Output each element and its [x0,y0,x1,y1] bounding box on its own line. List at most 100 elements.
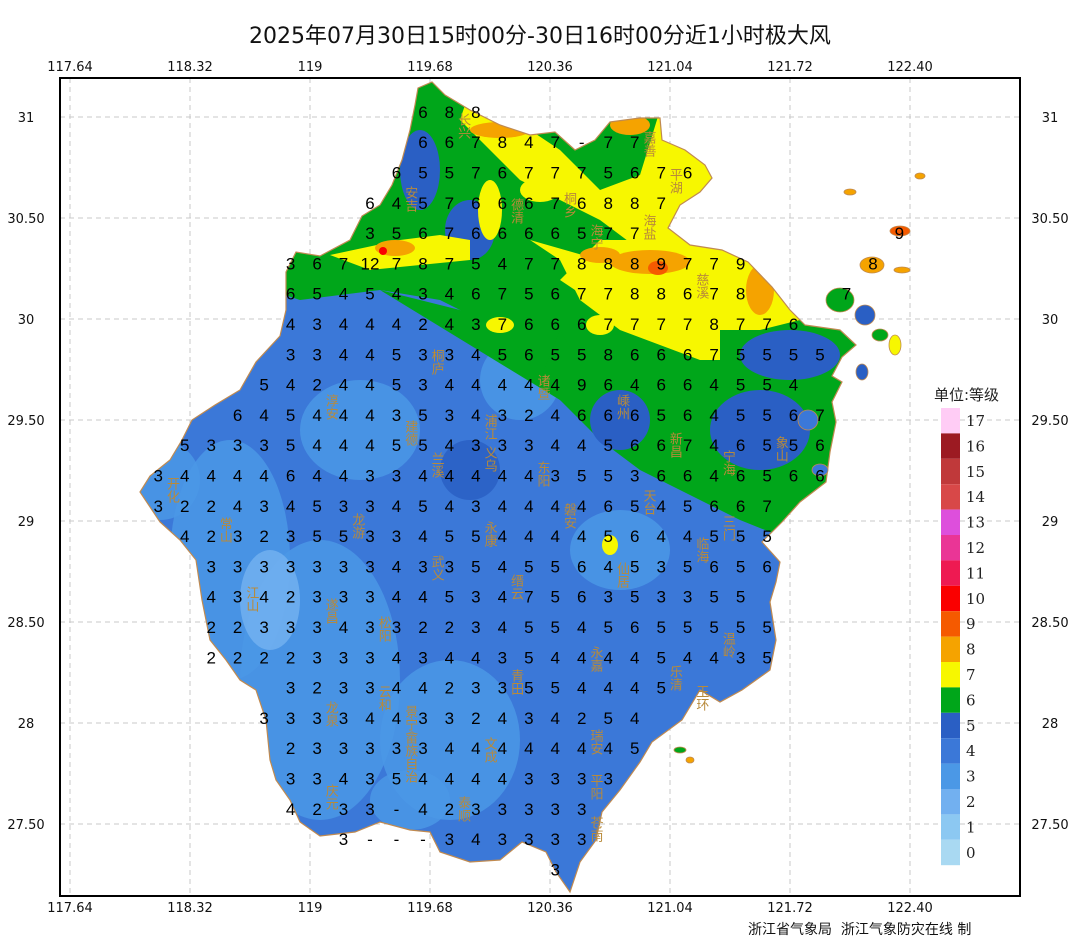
legend-label-16: 16 [966,437,985,455]
station-value: 3 [498,436,507,455]
wind-level-8-patch [746,265,774,315]
station-value: 4 [471,376,480,395]
station-value: 3 [365,618,374,637]
station-value: 4 [339,345,348,364]
station-value: 4 [365,406,374,425]
station-value: 4 [286,315,295,334]
zhejiang-land [139,81,857,894]
station-value: 6 [736,497,745,516]
station-value: 4 [789,376,798,395]
legend-swatch-7 [941,662,960,688]
station-value: 3 [312,770,321,789]
station-value: 2 [206,497,215,516]
station-value: 5 [762,345,771,364]
station-value: 3 [418,285,427,304]
station-value: 4 [471,648,480,667]
station-value: 3 [498,406,507,425]
legend-label-3: 3 [966,768,976,786]
station-value: 2 [312,679,321,698]
legend-label-7: 7 [966,666,976,684]
station-value: 3 [339,709,348,728]
station-value: 5 [604,527,613,546]
station-value: 4 [445,467,454,486]
station-value: 4 [524,739,533,758]
lon-tick-label-bottom: 122.40 [887,901,933,916]
lat-tick-label-right: 31 [1042,111,1059,126]
legend-swatch-17 [941,408,960,434]
station-value: 4 [498,467,507,486]
station-value: 6 [312,254,321,273]
lon-tick-label-top: 119 [298,60,323,75]
station-row: 3 6 7 12 7 8 7 5 4 7 7 8 8 8 9 7 7 9 [286,254,745,273]
station-value: 4 [604,557,613,576]
station-value: 4 [630,648,639,667]
lon-tick-label-top: 121.04 [647,60,693,75]
station-value: 4 [418,770,427,789]
station-value: 4 [709,436,718,455]
station-value: 3 [286,254,295,273]
lon-tick-label-top: 119.68 [407,60,453,75]
station-row: 9 [895,224,904,243]
station-value: 3 [445,830,454,849]
station-value: 3 [312,315,321,334]
station-value: 4 [498,770,507,789]
station-value: 4 [630,376,639,395]
station-value: 6 [471,285,480,304]
station-value: 5 [736,345,745,364]
station-value: 4 [551,376,560,395]
coastline [139,81,857,894]
station-value: 6 [524,345,533,364]
station-value: 7 [604,133,613,152]
station-value: 4 [498,618,507,637]
station-value: 3 [233,557,242,576]
station-value: 5 [656,618,665,637]
station-value: 5 [471,527,480,546]
station-value: 3 [365,557,374,576]
island [893,266,911,274]
station-value: 3 [471,618,480,637]
station-value: 5 [630,557,639,576]
station-value: 3 [259,709,268,728]
station-value: 5 [551,618,560,637]
station-value: 5 [180,436,189,455]
station-value: 5 [683,618,692,637]
station-value: 3 [365,588,374,607]
station-value: 4 [577,648,586,667]
station-value: 6 [524,315,533,334]
station-value: 3 [339,800,348,819]
station-value: 7 [392,254,401,273]
station-value: 3 [471,800,480,819]
station-missing-mark: - [394,800,400,819]
legend-swatch-11 [941,560,960,586]
station-value: 6 [789,467,798,486]
station-value: 6 [604,497,613,516]
station-value: 4 [551,497,560,516]
wind-level-patch [570,510,670,590]
station-value: 12 [361,254,380,273]
station-value: 6 [656,345,665,364]
station-value: 5 [418,497,427,516]
station-value: 8 [498,133,507,152]
wind-level-9-patch [648,261,668,275]
legend-label-17: 17 [966,412,985,430]
station-value: 6 [604,406,613,425]
lat-tick-label-right: 30 [1042,313,1059,328]
station-value: 6 [498,194,507,213]
station-value: 9 [577,376,586,395]
lat-tick-label-left: 30 [18,313,35,328]
station-value: 3 [445,406,454,425]
island [685,756,695,764]
station-value: 4 [498,709,507,728]
island [889,225,911,237]
station-value: 6 [418,224,427,243]
station-value: 6 [656,436,665,455]
station-value: 7 [709,345,718,364]
station-value: 4 [418,679,427,698]
station-value: 4 [339,770,348,789]
station-value: 4 [498,527,507,546]
station-value: 5 [736,527,745,546]
station-value: 4 [471,770,480,789]
